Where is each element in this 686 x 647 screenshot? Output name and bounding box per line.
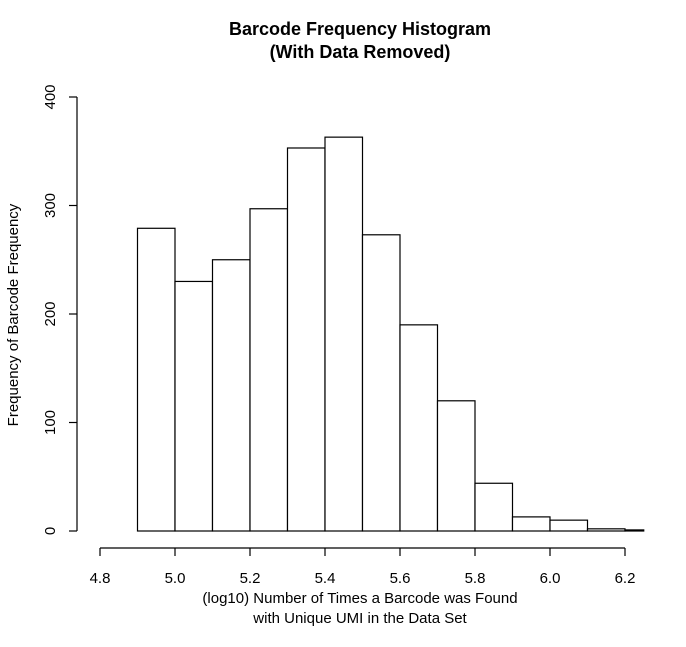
y-tick-label-2: 200 [42,301,59,326]
histogram-bar-6 [361,234,401,532]
histogram-bar-0 [136,227,176,532]
y-tick-label-3: 300 [42,193,59,218]
x-tick-label-1: 5.0 [165,570,186,587]
x-axis: 4.8 5.0 5.2 5.4 5.6 5.8 6.0 6.2 [90,547,636,587]
y-axis-label: Frequency of Barcode Frequency [5,203,22,426]
x-tick-label-4: 5.6 [390,570,411,587]
x-tick-label-7: 6.2 [615,570,636,587]
histogram-bar-2 [211,259,251,532]
x-axis-label-line-2: with Unique UMI in the Data Set [252,610,467,627]
histogram-bar-5 [324,136,364,532]
histogram-bar-3 [249,208,289,532]
histogram-bar-9 [474,482,514,532]
histogram-bar-7 [399,324,439,532]
x-tick-label-3: 5.4 [315,570,336,587]
x-tick-label-6: 6.0 [540,570,561,587]
histogram-bar-10 [511,516,551,532]
histogram-bar-8 [436,400,476,532]
x-tick-label-0: 4.8 [90,570,111,587]
y-axis: 0 100 200 300 400 [42,84,78,535]
y-tick-label-0: 0 [42,527,59,535]
histogram-bar-11 [549,519,589,532]
histogram-bar-13 [624,529,645,532]
x-tick-label-5: 5.8 [465,570,486,587]
chart-title-line-2: (With Data Removed) [270,42,451,62]
histogram-bar-1 [174,280,214,532]
x-tick-label-2: 5.2 [240,570,261,587]
x-axis-label-line-1: (log10) Number of Times a Barcode was Fo… [202,590,517,607]
y-tick-label-1: 100 [42,410,59,435]
y-tick-label-4: 400 [42,84,59,109]
histogram-bar-4 [286,147,326,532]
chart-title-line-1: Barcode Frequency Histogram [229,19,491,39]
histogram-bar-12 [586,528,626,532]
bars-group [136,136,645,532]
